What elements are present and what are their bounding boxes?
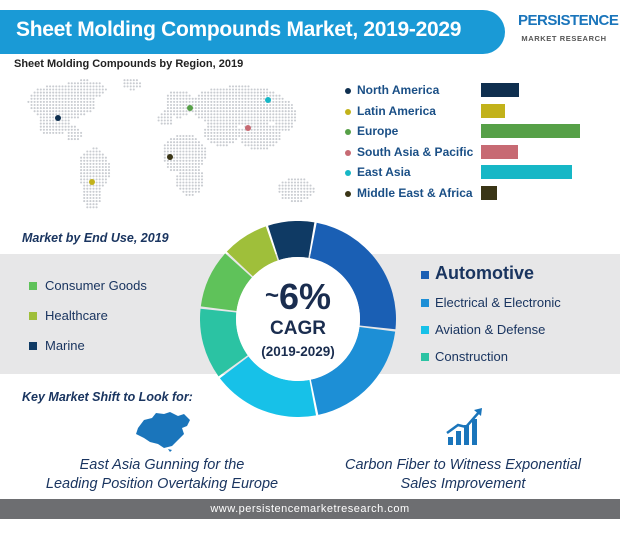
enduse-legend-label: Healthcare	[45, 308, 108, 323]
donut-slice	[268, 221, 315, 260]
logo-tagline: MARKET RESEARCH	[521, 34, 607, 43]
enduse-legend-label: Aviation & Defense	[435, 322, 546, 337]
donut-center	[236, 257, 360, 381]
region-marker	[89, 179, 95, 185]
china-map-icon	[136, 412, 190, 452]
enduse-legend-swatch	[29, 312, 37, 320]
region-marker	[245, 125, 251, 131]
company-logo[interactable]: PERSISTENCE MARKET RESEARCH	[518, 12, 619, 52]
enduse-legend-label: Marine	[45, 338, 85, 353]
region-label: South Asia & Pacific	[357, 144, 474, 159]
enduse-legend-label: Electrical & Electronic	[435, 295, 561, 310]
cagr-value: ~6%	[264, 276, 332, 317]
region-bar	[481, 165, 573, 179]
region-legend-dot	[345, 190, 351, 197]
enduse-legend-swatch	[421, 299, 429, 307]
donut-slice	[200, 308, 248, 377]
donut-slice	[226, 226, 278, 277]
region-marker	[167, 154, 173, 160]
region-bar	[481, 124, 580, 138]
region-label: North America	[357, 83, 440, 97]
enduse-legend-swatch	[421, 353, 429, 361]
region-legend-dot	[345, 129, 351, 135]
enduse-legend-swatch	[421, 271, 429, 279]
page-title: Sheet Molding Compounds Market, 2019-202…	[16, 18, 462, 41]
enduse-legend-label: Automotive	[435, 263, 534, 283]
region-bar	[481, 144, 518, 159]
logo-wordmark: PERSISTENCE	[518, 12, 619, 29]
region-bar	[481, 103, 505, 118]
enduse-title: Market by End Use, 2019	[22, 231, 169, 245]
region-marker	[55, 115, 61, 121]
donut-slice	[219, 356, 317, 417]
region-marker	[187, 105, 193, 111]
enduse-legend-swatch	[29, 342, 37, 350]
region-label: Middle East & Africa	[357, 185, 473, 200]
enduse-legend-label: Construction	[435, 349, 508, 364]
region-legend-dot	[345, 88, 351, 94]
shift-left-text: East Asia Gunning for the Leading Positi…	[45, 457, 279, 492]
key-shift-title: Key Market Shift to Look for:	[22, 390, 193, 404]
cagr-period: (2019-2029)	[261, 344, 335, 359]
region-legend-dot	[345, 149, 351, 156]
shift-right-text: Carbon Fiber to Witness Exponential Sale…	[344, 457, 581, 492]
region-label: Latin America	[357, 103, 436, 118]
region-bar	[481, 185, 497, 200]
region-marker	[265, 97, 271, 103]
footer-url[interactable]: www.persistencemarketresearch.com	[0, 499, 620, 519]
donut-slice	[310, 326, 396, 415]
world-map-icon	[27, 79, 315, 209]
region-bar	[481, 83, 519, 97]
donut-slice	[309, 222, 396, 330]
header-bar	[0, 10, 505, 54]
region-label: East Asia	[357, 165, 411, 179]
enduse-legend-label: Consumer Goods	[45, 278, 147, 293]
enduse-legend-swatch	[29, 282, 37, 290]
region-label: Europe	[357, 124, 399, 138]
region-legend-dot	[345, 170, 351, 176]
region-legend-dot	[345, 108, 351, 115]
enduse-legend-swatch	[421, 326, 429, 334]
region-subtitle: Sheet Molding Compounds by Region, 2019	[14, 58, 244, 70]
cagr-label: CAGR	[270, 318, 326, 339]
growth-chart-icon	[446, 408, 482, 445]
